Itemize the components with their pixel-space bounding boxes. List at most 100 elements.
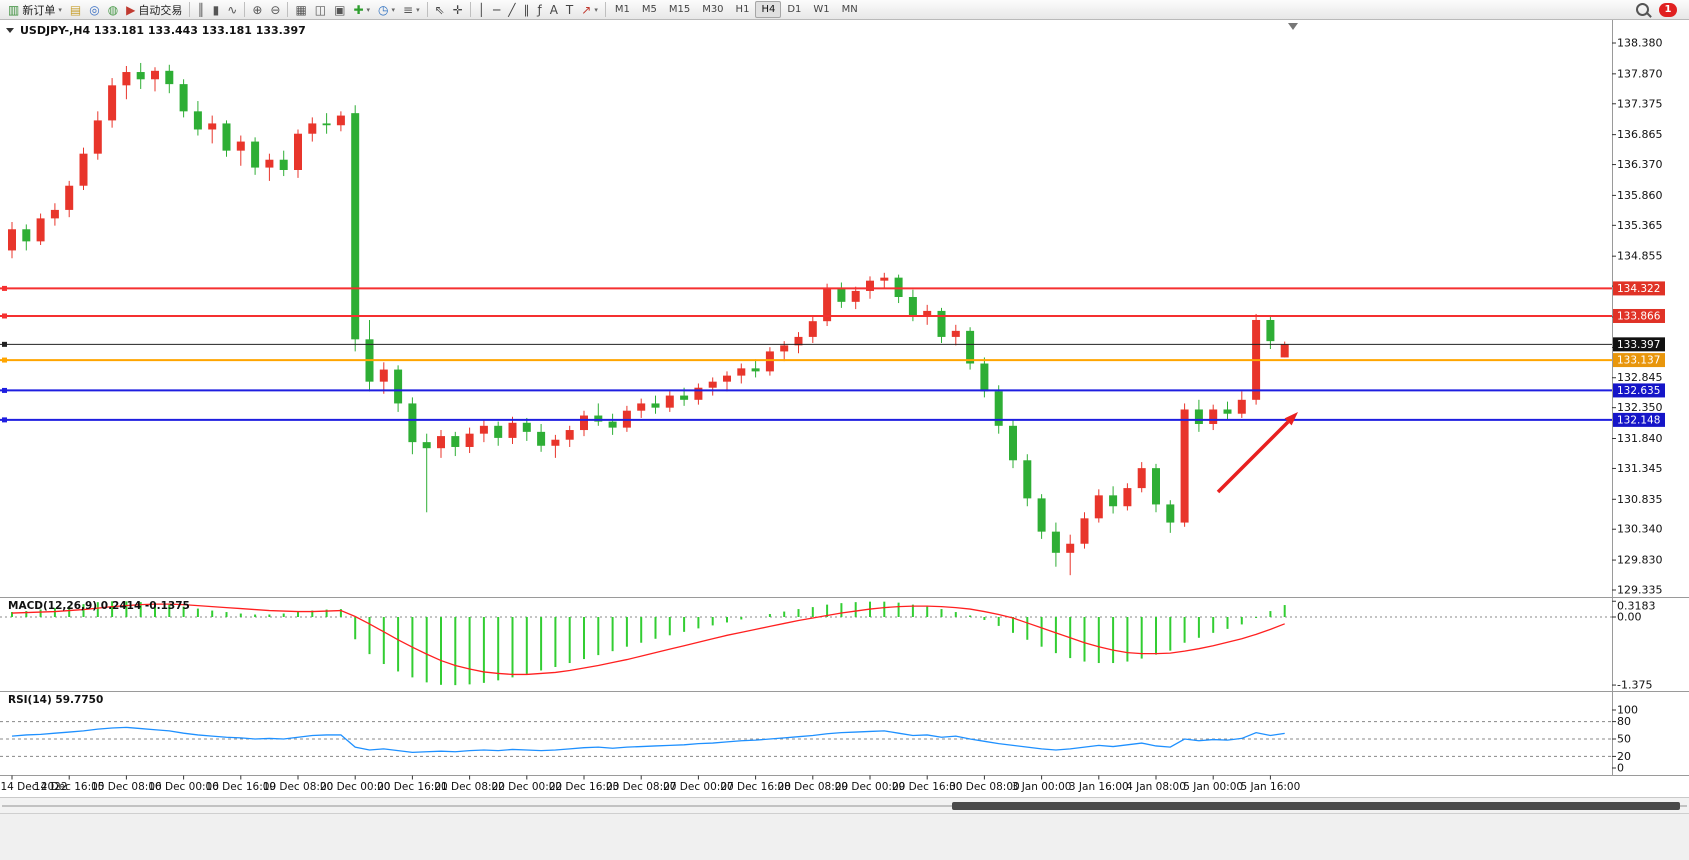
text-button[interactable]: A: [546, 1, 562, 19]
bar-chart-button[interactable]: ║: [193, 1, 208, 19]
candle-body: [208, 123, 217, 130]
horizontal-scrollbar[interactable]: [0, 797, 1689, 813]
cursor-button[interactable]: ⇖: [431, 1, 449, 19]
hline-handle[interactable]: [2, 313, 7, 319]
candle-body: [222, 123, 231, 151]
candlestick-chart-button[interactable]: ▮: [209, 1, 224, 19]
price-tag: [1613, 383, 1665, 398]
candle-body: [994, 391, 1003, 426]
candle-body: [708, 381, 717, 388]
timeframe-button-d1[interactable]: D1: [781, 1, 807, 18]
hline-handle[interactable]: [2, 341, 7, 347]
timeframe-button-m5[interactable]: M5: [636, 1, 663, 18]
new-order-button[interactable]: ▥ 新订单 ▾: [4, 1, 66, 19]
timeframe-button-mn[interactable]: MN: [836, 1, 864, 18]
chart-properties-button[interactable]: ≡ ▾: [399, 1, 424, 19]
chart-window-icon: ▤: [69, 2, 82, 17]
label-button[interactable]: T: [562, 1, 577, 19]
zoom-out-button[interactable]: ⊖: [266, 1, 284, 19]
trend-arrow[interactable]: [1216, 420, 1290, 494]
candle-body: [908, 296, 917, 316]
price-tick-label: 132.845: [1617, 371, 1663, 384]
timeframe-button-m30[interactable]: M30: [696, 1, 729, 18]
candle-body: [537, 431, 546, 446]
time-label: 14 Dec 2022: [0, 781, 67, 793]
timeframe-button-h1[interactable]: H1: [730, 1, 756, 18]
timeframe-button-m1[interactable]: M1: [609, 1, 636, 18]
macd-axis-label: 0.3183: [1617, 600, 1656, 613]
price-tick-label: 135.365: [1617, 219, 1663, 232]
scrollbar-thumb[interactable]: [952, 802, 1680, 810]
candle-body: [22, 229, 31, 242]
candle-body: [751, 368, 760, 372]
vertical-line-button[interactable]: │: [474, 1, 489, 19]
candle-body: [36, 218, 45, 242]
hline-handle[interactable]: [2, 387, 7, 393]
time-label: 3 Jan 00:00: [1012, 781, 1072, 793]
chart-menu-marker[interactable]: [6, 28, 14, 33]
candle-body: [723, 375, 731, 382]
price-tag-label: 134.322: [1617, 283, 1660, 295]
chart-canvas[interactable]: 138.380 137.870 137.375 136.865 136.370 135.8…: [0, 20, 1689, 796]
horizontal-line-button[interactable]: ─: [489, 1, 504, 19]
timeframe-button-w1[interactable]: W1: [807, 1, 835, 18]
horizontal-lines[interactable]: [0, 285, 1612, 423]
notification-badge[interactable]: 1: [1659, 2, 1677, 17]
candle-body: [1023, 460, 1032, 499]
chevron-down-icon: ▾: [366, 5, 371, 14]
candle-body: [551, 439, 560, 446]
tile-windows-button[interactable]: ▦: [291, 1, 310, 19]
toolbar-right-group: 1: [1636, 2, 1685, 17]
hline-handle[interactable]: [2, 285, 7, 291]
chart-shift-marker[interactable]: [1288, 23, 1298, 30]
arrows-icon: ↗: [581, 2, 592, 17]
price-tick-label: 135.860: [1617, 189, 1663, 202]
price-tick-label: 131.345: [1617, 462, 1663, 475]
trendline-button[interactable]: ╱: [504, 1, 519, 19]
candle-body: [108, 85, 117, 121]
market-watch-button[interactable]: ◍: [104, 1, 122, 19]
candle-body: [422, 442, 431, 449]
rsi-axis-label: 80: [1617, 715, 1631, 728]
candle-body: [394, 369, 403, 404]
candle-body: [980, 363, 989, 392]
templates-button[interactable]: ▣: [330, 1, 349, 19]
chart-window-button[interactable]: ▤: [66, 1, 85, 19]
candle-body: [823, 288, 832, 322]
add-indicator-button[interactable]: ✚ ▾: [349, 1, 374, 19]
zoom-in-button[interactable]: ⊕: [248, 1, 266, 19]
candle-body: [808, 321, 817, 337]
price-tag: [1613, 308, 1665, 323]
navigator-button[interactable]: ◎: [85, 1, 103, 19]
line-chart-button[interactable]: ∿: [223, 1, 241, 19]
period-clock-button[interactable]: ◷ ▾: [374, 1, 399, 19]
search-icon[interactable]: [1636, 3, 1649, 16]
hline-handle[interactable]: [2, 357, 7, 363]
price-tick-label: 136.370: [1617, 158, 1663, 171]
auto-trading-button[interactable]: ▶ 自动交易: [122, 1, 186, 19]
navigator-icon: ◎: [89, 2, 100, 17]
crosshair-button[interactable]: ✛: [449, 1, 467, 19]
timeframe-button-h4[interactable]: H4: [755, 1, 782, 18]
price-tag: [1613, 337, 1665, 352]
price-tick-label: 129.830: [1617, 554, 1663, 567]
hline-handle[interactable]: [2, 417, 7, 423]
time-label: 23 Dec 08:00: [606, 781, 677, 793]
candle-body: [136, 72, 145, 80]
macd-axis-label: 0.00: [1617, 611, 1642, 624]
arrows-button[interactable]: ↗ ▾: [577, 1, 602, 19]
indicator-windows-button[interactable]: ◫: [311, 1, 330, 19]
candle-body: [193, 111, 202, 130]
trend-arrow-head[interactable]: [1284, 412, 1298, 426]
price-tag-label: 132.148: [1617, 414, 1660, 426]
fibonacci-button[interactable]: ƒ: [533, 1, 545, 19]
rsi-axis-label: 20: [1617, 750, 1631, 763]
price-tag: [1613, 412, 1665, 427]
candle-body: [93, 120, 102, 154]
channel-button[interactable]: ∥: [519, 1, 533, 19]
timeframe-button-m15[interactable]: M15: [663, 1, 696, 18]
price-tag: [1613, 281, 1665, 296]
